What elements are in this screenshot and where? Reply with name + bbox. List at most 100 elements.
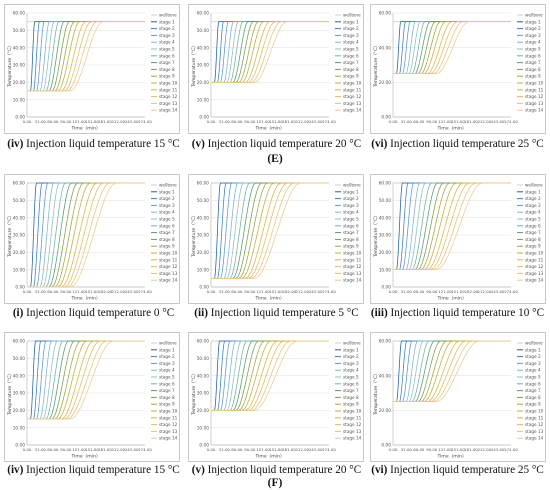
series-line-stage-3 xyxy=(211,182,329,279)
chart-panel-f-ii: 0.00 10.00 20.00 30.00 40.00 50.00 60.00 0.00 31… xyxy=(188,174,364,304)
x-tick-label: 212.00 xyxy=(477,289,491,294)
x-tick-label: 31.00 xyxy=(219,119,231,124)
panel-caption: (iii) Injection liquid temperature 10 °C xyxy=(366,307,549,319)
y-tick-label: 30.00 xyxy=(13,63,26,69)
legend-label: stage 10 xyxy=(525,409,544,414)
legend-label: stage 14 xyxy=(159,108,178,113)
series-line-stage-11 xyxy=(393,182,511,271)
x-tick-label: 90.00 xyxy=(244,289,256,294)
legend-label: stage 7 xyxy=(159,60,175,65)
x-tick-label: 151.00 xyxy=(451,119,465,124)
series-line-stage-3 xyxy=(393,21,511,75)
series-line-stage-8 xyxy=(27,21,145,92)
legend-label: stage 9 xyxy=(343,74,359,79)
series-line-stage-4 xyxy=(211,21,329,83)
series-line-stage-6 xyxy=(211,21,329,83)
x-tick-label: 151.00 xyxy=(85,447,99,452)
legend-label: stage 12 xyxy=(343,94,362,99)
legend-label: stage 8 xyxy=(343,237,359,242)
x-tick-label: 274.00 xyxy=(504,289,518,294)
x-tick-label: 243.00 xyxy=(491,289,505,294)
series-line-stage-1 xyxy=(393,340,511,403)
series-line-stage-12 xyxy=(393,340,511,403)
x-tick-label: 60.00 xyxy=(231,119,243,124)
caption-text: Injection liquid temperature 25 °C xyxy=(387,464,544,476)
legend-label: stage 1 xyxy=(343,19,359,24)
y-axis-label: Temperature（°C） xyxy=(7,371,13,416)
legend-label: stage 13 xyxy=(343,429,362,434)
series-line-stage-10 xyxy=(211,182,329,279)
series-line-stage-8 xyxy=(393,182,511,271)
legend-label: stage 12 xyxy=(159,264,178,269)
legend-label: stage 4 xyxy=(343,368,359,373)
series-line-stage-8 xyxy=(211,340,329,411)
caption-text: Injection liquid temperature 20 °C xyxy=(204,464,362,476)
series-line-stage-3 xyxy=(393,340,511,403)
x-tick-label: 274.00 xyxy=(138,447,152,452)
y-axis-label: Temperature（°C） xyxy=(191,213,197,258)
x-tick-label: 90.00 xyxy=(60,119,72,124)
series-line-stage-1 xyxy=(211,21,329,83)
series-line-stage-9 xyxy=(27,182,145,288)
legend-label: stage 2 xyxy=(159,26,175,31)
legend-label: wellbore xyxy=(159,183,177,188)
legend-label: stage 2 xyxy=(159,354,175,359)
x-axis-label: Time（min） xyxy=(254,454,284,460)
x-tick-label: 31.00 xyxy=(219,289,231,294)
series-line-stage-1 xyxy=(27,182,145,288)
legend-label: stage 11 xyxy=(525,415,544,420)
series-line-stage-4 xyxy=(393,182,511,271)
series-line-stage-8 xyxy=(393,340,511,403)
legend-label: stage 9 xyxy=(525,244,541,249)
y-tick-label: 40.00 xyxy=(379,215,392,221)
x-tick-label: 151.00 xyxy=(85,119,99,124)
caption-number: (ii) xyxy=(194,307,208,319)
y-tick-label: 60.00 xyxy=(13,181,26,187)
legend-label: stage 9 xyxy=(159,244,175,249)
x-axis-label: Time（min） xyxy=(436,454,466,460)
series-line-stage-4 xyxy=(27,21,145,92)
series-line-stage-5 xyxy=(27,21,145,92)
series-line-stage-11 xyxy=(393,340,511,403)
series-line-stage-9 xyxy=(393,340,511,403)
series-line-stage-11 xyxy=(211,21,329,83)
x-tick-label: 212.00 xyxy=(111,447,125,452)
y-tick-label: 10.00 xyxy=(197,267,210,273)
legend-label: stage 6 xyxy=(343,381,359,386)
series-line-stage-9 xyxy=(393,182,511,271)
y-tick-label: 10.00 xyxy=(13,97,26,103)
y-tick-label: 10.00 xyxy=(197,425,210,431)
series-line-stage-3 xyxy=(211,21,329,83)
legend-label: stage 12 xyxy=(343,264,362,269)
x-tick-label: 212.00 xyxy=(295,119,309,124)
x-tick-label: 60.00 xyxy=(413,289,425,294)
series-line-stage-13 xyxy=(393,21,511,75)
legend-label: stage 11 xyxy=(159,87,178,92)
series-line-stage-13 xyxy=(27,182,145,288)
series-line-stage-6 xyxy=(393,21,511,75)
legend-label: stage 10 xyxy=(159,409,178,414)
series-line-stage-11 xyxy=(393,21,511,75)
series-line-stage-10 xyxy=(393,340,511,403)
series-line-stage-5 xyxy=(211,340,329,411)
series-line-stage-9 xyxy=(27,21,145,92)
legend-label: stage 10 xyxy=(343,251,362,256)
x-tick-label: 0.00 xyxy=(207,289,216,294)
legend-label: stage 1 xyxy=(159,347,175,352)
series-line-stage-7 xyxy=(211,182,329,279)
series-line-stage-12 xyxy=(393,182,511,271)
x-tick-label: 274.00 xyxy=(138,289,152,294)
series-line-stage-7 xyxy=(393,21,511,75)
y-tick-label: 30.00 xyxy=(197,63,210,69)
x-tick-label: 121.00 xyxy=(438,289,452,294)
y-tick-label: 30.00 xyxy=(197,391,210,397)
series-line-stage-5 xyxy=(211,182,329,279)
series-line-stage-14 xyxy=(393,182,511,271)
series-line-stage-6 xyxy=(393,340,511,403)
y-axis-label: Temperature（°C） xyxy=(191,371,197,416)
series-line-stage-5 xyxy=(211,21,329,83)
